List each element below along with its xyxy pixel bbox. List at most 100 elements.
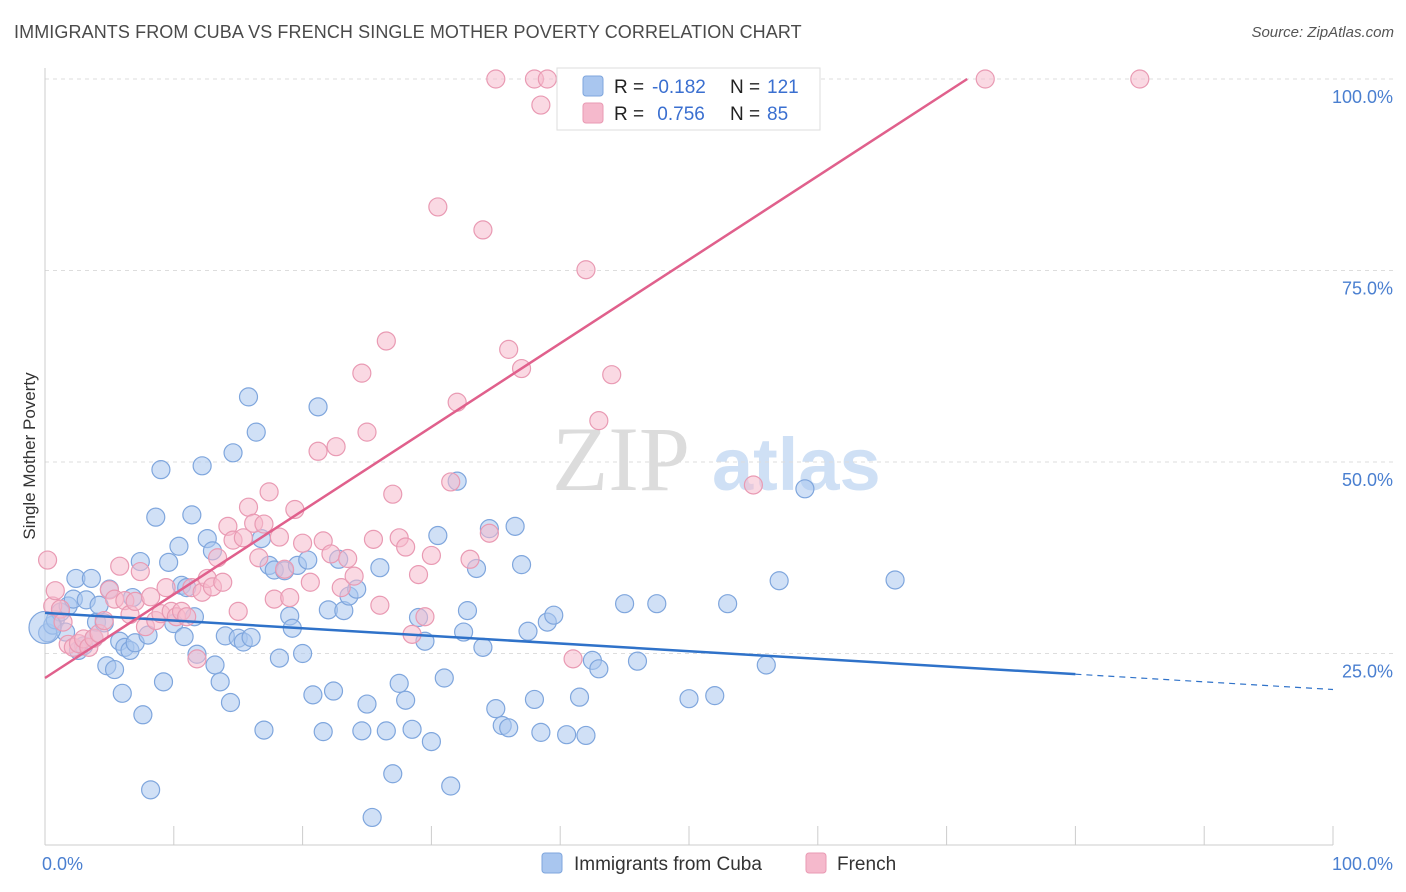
cuba-point [210, 672, 230, 692]
legend-n-label-french: N = [730, 104, 760, 125]
cuba-point [434, 668, 454, 688]
french-point [233, 528, 253, 548]
y-tick-label: 100.0% [1332, 87, 1393, 107]
cuba-point [457, 601, 478, 621]
french-point [499, 339, 519, 359]
french-point [177, 607, 197, 627]
cuba-point [133, 705, 153, 725]
cuba-point [885, 570, 905, 590]
series-legend-swatch-french [805, 852, 827, 874]
french-point [1130, 69, 1150, 89]
cuba-point [238, 387, 259, 407]
cuba-point [112, 683, 132, 703]
cuba-point [402, 719, 422, 739]
cuba-trend-extension [1075, 673, 1334, 691]
series-legend: Immigrants from Cuba French [541, 852, 896, 875]
x-tick-label-min: 0.0% [42, 854, 83, 874]
cuba-point [679, 689, 699, 709]
french-point [352, 363, 372, 383]
french-point [293, 533, 313, 553]
cuba-point [308, 397, 328, 417]
cuba-point [531, 722, 551, 742]
legend-swatch-cuba [582, 75, 604, 97]
french-point [428, 197, 448, 217]
french-point [441, 472, 461, 492]
french-point [45, 581, 65, 601]
french-point [213, 572, 233, 592]
french-point [259, 482, 279, 502]
french-point [447, 392, 467, 412]
cuba-point [192, 456, 212, 476]
cuba-point [428, 525, 448, 546]
french-point [207, 548, 228, 568]
cuba-point [421, 731, 441, 752]
cuba-point [220, 692, 241, 713]
cuba-point [505, 516, 525, 536]
cuba-point [352, 721, 372, 741]
y-tick-label: 25.0% [1342, 662, 1393, 682]
series-legend-swatch-cuba [541, 852, 563, 874]
series-legend-label-french: French [837, 854, 896, 875]
cuba-point [718, 594, 738, 614]
cuba-trend-line [44, 611, 1076, 676]
y-tick-label: 75.0% [1342, 279, 1393, 299]
french-points [37, 69, 1150, 669]
french-point [53, 612, 73, 632]
french-point [141, 587, 161, 607]
cuba-point [441, 776, 461, 796]
watermark-atlas: atlas [712, 423, 881, 506]
french-point [110, 556, 130, 576]
cuba-point [705, 686, 725, 706]
cuba-point [614, 594, 635, 614]
trend-lines [44, 77, 1334, 691]
french-point [376, 331, 396, 351]
french-point [274, 559, 295, 579]
cuba-point [246, 422, 266, 442]
cuba-point [647, 594, 667, 614]
cuba-point [544, 605, 564, 625]
french-point [421, 545, 441, 566]
french-point [238, 497, 259, 517]
cuba-point [81, 568, 101, 589]
french-point [249, 548, 269, 568]
cuba-point [376, 721, 396, 741]
cuba-point [241, 627, 261, 648]
cuba-point [298, 550, 318, 570]
cuba-point [473, 637, 493, 657]
legend-r-value-cuba: -0.182 [652, 77, 706, 98]
cuba-point [383, 764, 403, 784]
cuba-point [174, 627, 194, 647]
cuba-point [303, 685, 323, 705]
cuba-point [254, 720, 274, 740]
french-point [363, 529, 384, 549]
cuba-point [511, 555, 532, 575]
cuba-point [769, 571, 789, 591]
french-point [308, 441, 328, 461]
y-tick-labels: 25.0% 50.0% 75.0% 100.0% [1332, 87, 1393, 682]
cuba-point [389, 673, 409, 693]
cuba-point [153, 672, 174, 692]
french-point [269, 527, 290, 547]
chart-title: IMMIGRANTS FROM CUBA VS FRENCH SINGLE MO… [14, 22, 802, 42]
cuba-point [159, 552, 179, 572]
french-point [602, 365, 622, 385]
legend-n-value-french: 85 [767, 104, 788, 125]
watermark-zip: ZIP [552, 408, 690, 510]
cuba-point [362, 807, 382, 828]
legend-swatch-french [582, 102, 604, 124]
french-point [338, 548, 358, 569]
cuba-point [499, 718, 519, 738]
french-point [473, 220, 493, 240]
french-point [975, 69, 995, 89]
cuba-point [169, 536, 189, 556]
french-point [479, 523, 499, 543]
french-point [300, 572, 320, 592]
cuba-point [486, 699, 506, 719]
french-point [94, 610, 114, 631]
legend-r-value-french: 0.756 [652, 104, 705, 125]
legend-r-label-cuba: R = [614, 77, 644, 98]
french-point [228, 601, 248, 621]
french-point [357, 422, 377, 442]
french-point [156, 578, 176, 598]
legend-n-value-cuba: 121 [767, 77, 799, 98]
